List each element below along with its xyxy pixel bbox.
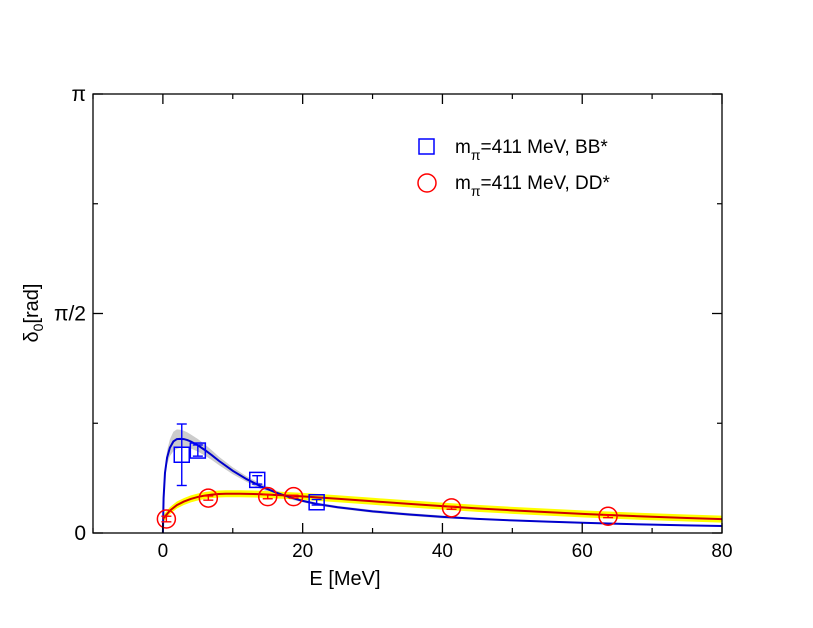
y-tick-label: 0: [74, 522, 86, 545]
fit-curves: [161, 437, 723, 534]
x-tick-label: 60: [572, 541, 593, 562]
data-point-ddstar: [156, 509, 177, 529]
fit-curve-bbstar: [161, 437, 723, 534]
legend-entry-dd: mπ=411 MeV, DD*: [455, 173, 610, 199]
x-tick-label: 80: [711, 541, 732, 562]
legend-marker-dd: [417, 173, 437, 193]
legend: mπ=411 MeV, BB* mπ=411 MeV, DD*: [417, 137, 610, 199]
x-tick-label: 0: [158, 541, 169, 562]
fit-curve-ddstar: [162, 492, 723, 521]
x-axis-label: E [MeV]: [309, 568, 380, 590]
y-label-sub: 0: [30, 323, 46, 331]
svg-text:δ0[rad]: δ0[rad]: [21, 284, 46, 343]
legend-entry-bb: mπ=411 MeV, BB*: [455, 137, 608, 163]
data-point-ddstar: [598, 506, 618, 526]
y-label-main: δ: [21, 331, 43, 342]
data-point-bbstar: [248, 471, 266, 489]
data-point-bbstar: [308, 494, 325, 511]
data-point-bbstar: [189, 442, 207, 459]
x-tick-label: 40: [432, 541, 453, 562]
legend-marker-bb: [418, 138, 435, 155]
y-label-unit: [rad]: [21, 284, 43, 324]
y-tick-label: π: [72, 83, 87, 106]
data-point-ddstar: [257, 486, 278, 507]
x-tick-label: 20: [292, 541, 313, 562]
y-tick-label: π/2: [54, 302, 86, 325]
y-axis-label: δ0[rad]: [21, 284, 46, 343]
data-point-ddstar: [441, 498, 462, 518]
data-point-ddstar: [198, 488, 219, 508]
data-points: [156, 423, 618, 529]
axes: 0 20 40 60 80 0 π/2 π: [54, 83, 733, 562]
data-point-ddstar: [283, 486, 304, 507]
plot-frame: [92, 93, 723, 534]
data-point-bbstar: [173, 446, 191, 463]
